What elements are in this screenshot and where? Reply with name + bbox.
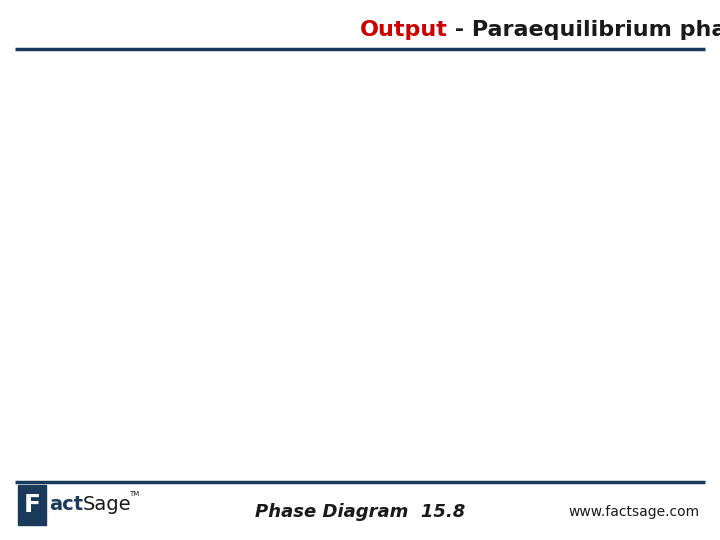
Text: act: act — [49, 496, 83, 515]
Text: Phase Diagram  15.8: Phase Diagram 15.8 — [255, 503, 465, 521]
Text: Sage: Sage — [83, 496, 132, 515]
Text: F: F — [24, 493, 40, 517]
Text: - Paraequilibrium phase diagram with only: - Paraequilibrium phase diagram with onl… — [447, 20, 720, 40]
FancyBboxPatch shape — [18, 485, 46, 525]
Text: TM: TM — [129, 491, 139, 497]
Text: www.factsage.com: www.factsage.com — [569, 505, 700, 519]
Text: Output: Output — [359, 20, 447, 40]
